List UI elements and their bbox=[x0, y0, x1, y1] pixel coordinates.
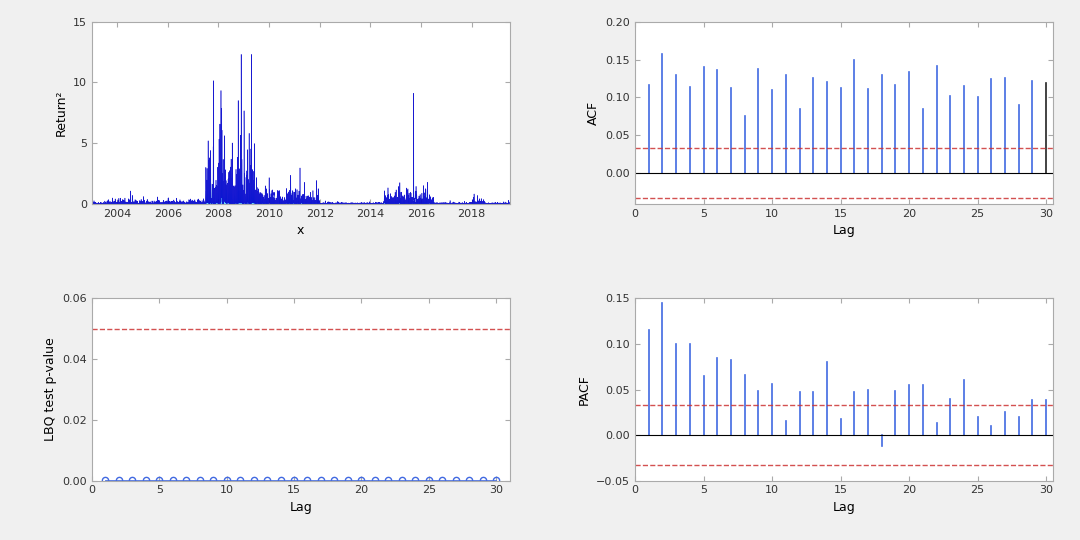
X-axis label: Lag: Lag bbox=[833, 224, 855, 237]
Y-axis label: ACF: ACF bbox=[586, 100, 599, 125]
X-axis label: Lag: Lag bbox=[833, 501, 855, 514]
Y-axis label: PACF: PACF bbox=[578, 374, 591, 405]
Y-axis label: Return²: Return² bbox=[54, 90, 67, 136]
X-axis label: x: x bbox=[297, 224, 305, 237]
Y-axis label: LBQ test p-value: LBQ test p-value bbox=[43, 338, 56, 441]
X-axis label: Lag: Lag bbox=[289, 501, 312, 514]
